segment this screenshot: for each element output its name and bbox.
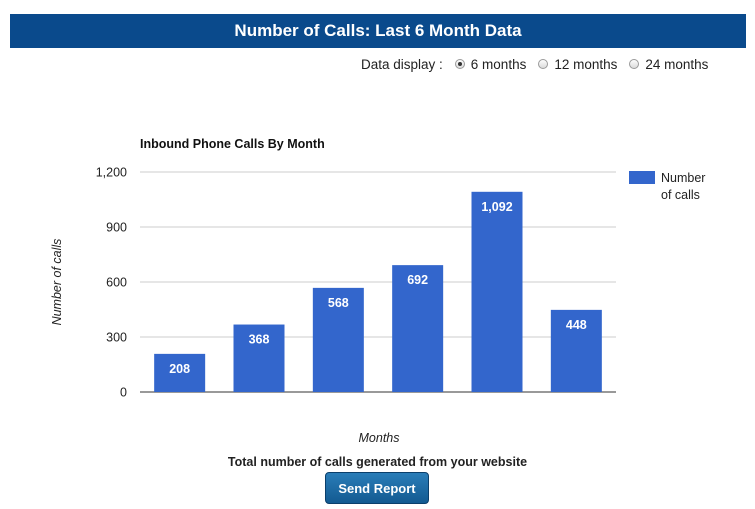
radio-24-months-label[interactable]: 24 months (645, 56, 709, 72)
data-label: 692 (407, 273, 428, 287)
radio-12-months-label[interactable]: 12 months (554, 56, 618, 72)
data-label: 368 (249, 333, 270, 347)
bar (392, 265, 444, 392)
y-tick-label: 600 (106, 276, 127, 290)
radio-button-icon[interactable] (629, 59, 640, 69)
y-tick-label: 0 (120, 386, 127, 400)
data-label: 208 (169, 362, 190, 376)
y-axis-title: Number of calls (50, 239, 64, 326)
legend-label: Number (661, 171, 705, 185)
bar-chart: 0 300 600 900 1,200 208 368 568 692 1,092 448 Month… (50, 166, 705, 446)
send-report-button[interactable]: Send Report (325, 472, 429, 504)
bar (154, 353, 206, 392)
data-display-selector: Data display : 6 months 12 months 24 mon… (361, 55, 720, 73)
footer-caption: Total number of calls generated from you… (227, 455, 528, 469)
radio-button-icon[interactable] (538, 59, 549, 69)
radio-12-months[interactable]: 12 months (538, 57, 617, 72)
legend-label: of calls (661, 188, 700, 202)
data-display-label: Data display : (361, 56, 443, 72)
radio-24-months[interactable]: 24 months (629, 57, 708, 72)
y-tick-label: 900 (106, 221, 127, 235)
data-label: 1,092 (481, 200, 512, 214)
y-tick-label: 300 (106, 331, 127, 345)
bar (233, 324, 285, 392)
bar (550, 309, 602, 392)
radio-button-icon[interactable] (454, 59, 465, 69)
legend-swatch (629, 171, 655, 184)
radio-6-months-label[interactable]: 6 months (470, 56, 527, 72)
bar (471, 191, 523, 392)
page-header: Number of Calls: Last 6 Month Data (10, 14, 746, 48)
chart-title: Inbound Phone Calls By Month (140, 137, 325, 151)
data-label: 448 (566, 318, 587, 332)
x-axis-title: Months (359, 431, 400, 445)
page-title: Number of Calls: Last 6 Month Data (234, 21, 522, 40)
radio-6-months[interactable]: 6 months (454, 56, 527, 72)
y-tick-label: 1,200 (96, 166, 127, 180)
bar (312, 287, 364, 392)
data-label: 568 (328, 296, 349, 310)
